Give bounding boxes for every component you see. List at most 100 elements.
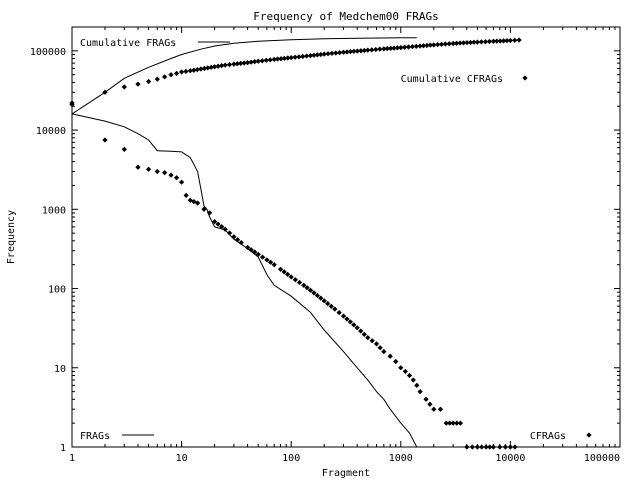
data-point <box>469 444 476 450</box>
data-point <box>191 199 197 205</box>
data-point <box>457 420 464 426</box>
data-point <box>365 47 371 53</box>
data-point <box>285 271 291 278</box>
data-point <box>337 49 343 56</box>
data-point <box>252 249 258 255</box>
data-point <box>464 444 470 450</box>
plot-frame <box>71 26 621 448</box>
series-line <box>71 113 418 448</box>
data-point <box>161 170 168 176</box>
data-point <box>267 259 274 265</box>
data-point <box>443 420 449 426</box>
data-point <box>437 406 444 412</box>
data-point <box>201 206 207 212</box>
y-tick-label: 10000 <box>36 126 66 137</box>
data-point <box>344 316 350 322</box>
data-point <box>259 58 265 64</box>
data-point <box>173 175 180 181</box>
data-point <box>474 444 481 450</box>
data-point <box>222 62 228 68</box>
series-layer <box>69 37 522 450</box>
data-point <box>435 41 441 48</box>
data-point <box>361 331 367 337</box>
data-point <box>431 406 437 412</box>
data-point <box>314 292 320 299</box>
data-point <box>183 192 189 198</box>
series-frags <box>71 113 418 448</box>
y-tick-label: 1 <box>60 443 66 454</box>
data-point <box>255 251 261 257</box>
data-point <box>402 44 408 50</box>
legend-label: CFRAGs <box>530 431 566 442</box>
data-point <box>215 221 221 227</box>
legend-label: Cumulative FRAGs <box>80 38 176 49</box>
data-point <box>512 37 518 43</box>
data-point <box>154 168 160 175</box>
data-point <box>168 72 174 78</box>
y-tick-label: 100000 <box>30 47 66 58</box>
data-point <box>442 41 448 47</box>
data-point <box>516 37 522 43</box>
data-point <box>231 234 237 240</box>
series-cfrags <box>69 101 518 450</box>
data-point <box>358 328 364 334</box>
data-point <box>292 54 298 60</box>
data-point <box>135 164 141 170</box>
data-point <box>328 303 334 309</box>
x-tick-label: 100000 <box>584 453 620 464</box>
data-point <box>377 345 383 351</box>
data-point <box>431 42 437 48</box>
x-tick-label: 1000 <box>389 453 413 464</box>
data-point <box>486 38 493 45</box>
data-point <box>255 58 261 64</box>
data-point <box>173 70 180 76</box>
series-line <box>71 37 417 115</box>
data-point <box>387 353 393 359</box>
data-point <box>301 282 307 288</box>
data-point <box>340 313 347 319</box>
data-point <box>178 179 185 185</box>
data-point <box>161 74 168 80</box>
data-point <box>187 197 193 203</box>
data-point <box>497 444 503 450</box>
data-point <box>377 46 383 52</box>
data-point <box>479 444 485 450</box>
data-point <box>398 44 404 51</box>
data-point <box>332 306 338 312</box>
legend: Cumulative FRAGs Cumulative CFRAGs FRAGs CF… <box>80 38 592 442</box>
data-point <box>325 300 331 307</box>
data-point <box>264 257 270 263</box>
x-tick-label: 1 <box>69 453 75 464</box>
data-point <box>102 89 108 95</box>
data-point <box>402 368 408 375</box>
data-point <box>406 372 413 379</box>
x-tick-label: 10000 <box>495 453 525 464</box>
data-point <box>446 41 452 47</box>
data-point <box>365 335 371 341</box>
data-point <box>351 322 357 328</box>
data-point <box>288 55 294 61</box>
data-point <box>271 262 277 268</box>
data-point <box>178 69 185 75</box>
data-point <box>478 39 485 45</box>
chart-title: Frequency of Medchem00 FRAGs <box>253 10 438 23</box>
y-axis: 1 10 100 1000 10000 100000 <box>30 47 620 454</box>
data-point <box>267 57 273 63</box>
data-point <box>304 53 310 59</box>
legend-marker-swatch <box>586 432 592 438</box>
data-point <box>226 62 233 68</box>
series-cumulative-frags <box>71 37 417 115</box>
data-point <box>512 444 518 450</box>
data-point <box>329 50 335 56</box>
data-point <box>154 76 160 82</box>
data-point <box>373 46 379 53</box>
data-point <box>369 47 375 53</box>
data-point <box>244 244 251 251</box>
data-point <box>414 382 420 388</box>
data-point <box>507 37 514 44</box>
legend-label: Cumulative CFRAGs <box>401 74 503 85</box>
data-point <box>321 51 327 57</box>
series-cumulative-cfrags <box>69 37 522 106</box>
data-point <box>259 254 266 260</box>
legend-marker-swatch <box>522 75 528 81</box>
